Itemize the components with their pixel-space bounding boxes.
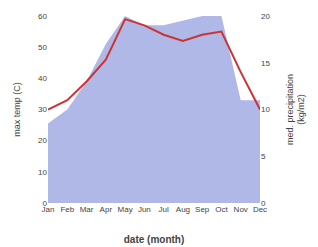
svg-text:Mar: Mar bbox=[80, 205, 94, 214]
svg-text:0: 0 bbox=[43, 199, 48, 208]
svg-text:max temp (C): max temp (C) bbox=[12, 82, 22, 137]
svg-text:0: 0 bbox=[261, 199, 266, 208]
svg-text:date (month): date (month) bbox=[124, 234, 185, 245]
svg-text:60: 60 bbox=[38, 12, 47, 21]
svg-text:May: May bbox=[118, 205, 133, 214]
svg-text:Aug: Aug bbox=[176, 205, 190, 214]
svg-text:15: 15 bbox=[261, 59, 270, 68]
svg-text:50: 50 bbox=[38, 43, 47, 52]
svg-text:Jul: Jul bbox=[159, 205, 169, 214]
svg-text:Nov: Nov bbox=[234, 205, 248, 214]
svg-text:Oct: Oct bbox=[215, 205, 228, 214]
svg-text:20: 20 bbox=[38, 136, 47, 145]
svg-text:Jun: Jun bbox=[138, 205, 151, 214]
svg-text:Jan: Jan bbox=[42, 205, 55, 214]
svg-text:20: 20 bbox=[261, 12, 270, 21]
svg-text:10: 10 bbox=[38, 168, 47, 177]
svg-text:5: 5 bbox=[261, 152, 266, 161]
svg-text:Dec: Dec bbox=[253, 205, 267, 214]
svg-text:Sep: Sep bbox=[195, 205, 210, 214]
svg-text:Apr: Apr bbox=[100, 205, 113, 214]
svg-text:med. precipitation(kg/m2): med. precipitation(kg/m2) bbox=[285, 74, 307, 145]
svg-text:10: 10 bbox=[261, 105, 270, 114]
svg-text:40: 40 bbox=[38, 74, 47, 83]
svg-text:30: 30 bbox=[38, 105, 47, 114]
svg-text:Feb: Feb bbox=[60, 205, 74, 214]
